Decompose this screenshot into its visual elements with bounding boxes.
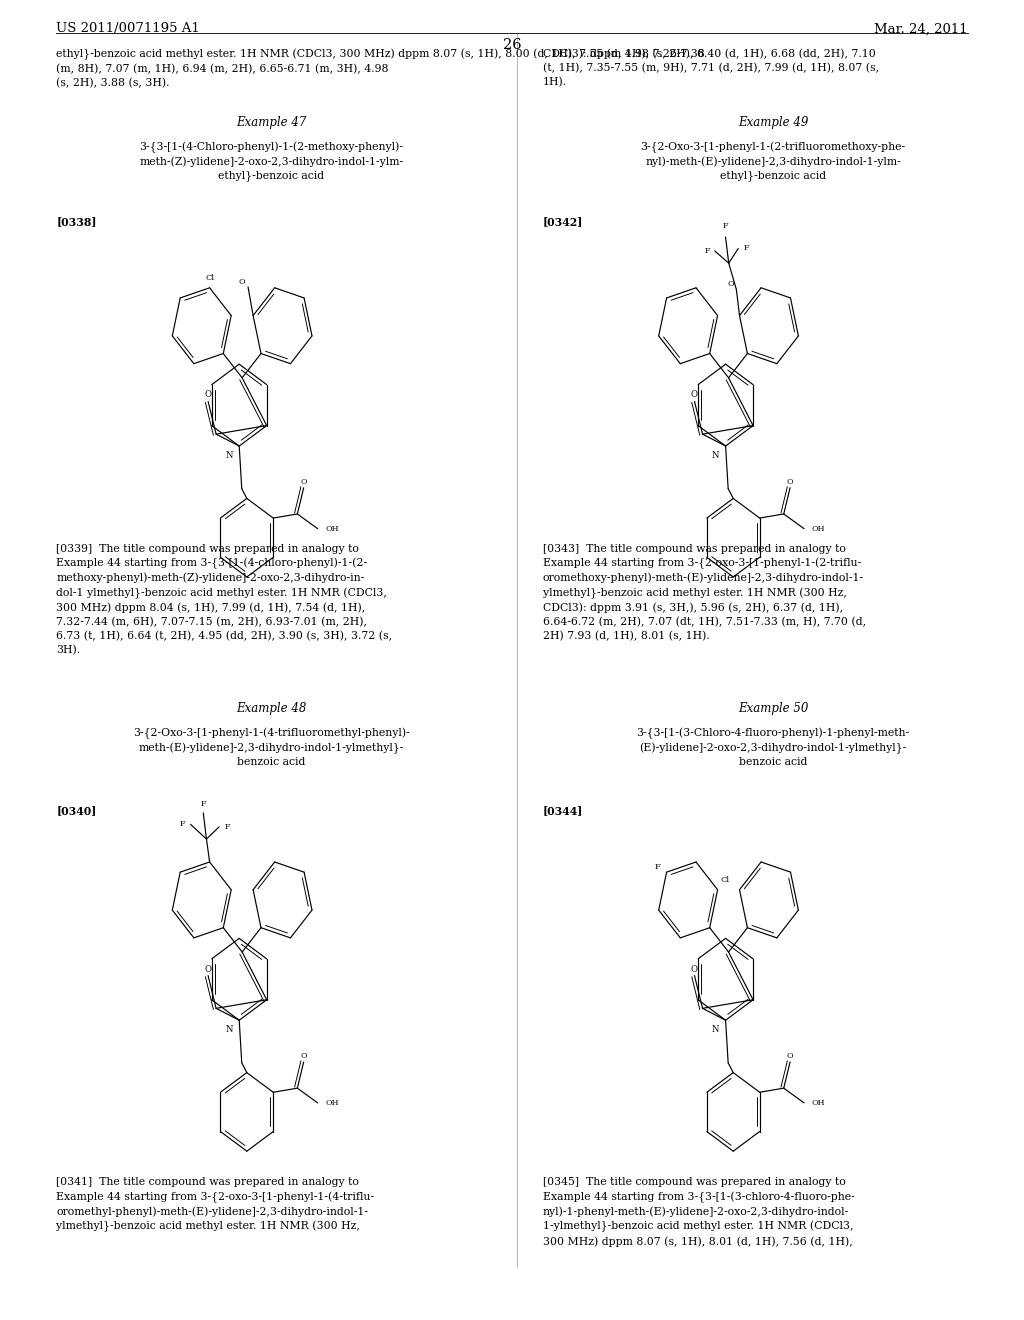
Text: US 2011/0071195 A1: US 2011/0071195 A1 xyxy=(56,22,200,36)
Text: Example 47: Example 47 xyxy=(237,116,306,129)
Text: F: F xyxy=(705,247,710,255)
Text: O: O xyxy=(786,1052,794,1060)
Text: O: O xyxy=(300,1052,307,1060)
Text: [0338]: [0338] xyxy=(56,216,97,227)
Text: OH: OH xyxy=(326,1098,339,1107)
Text: Example 49: Example 49 xyxy=(738,116,808,129)
Text: F: F xyxy=(723,223,728,231)
Text: O: O xyxy=(239,279,246,286)
Text: O: O xyxy=(727,280,734,289)
Text: Example 48: Example 48 xyxy=(237,702,306,715)
Text: Mar. 24, 2011: Mar. 24, 2011 xyxy=(874,22,968,36)
Text: 3-{2-Oxo-3-[1-phenyl-1-(4-trifluoromethyl-phenyl)-
meth-(E)-ylidene]-2,3-dihydro: 3-{2-Oxo-3-[1-phenyl-1-(4-trifluoromethy… xyxy=(133,727,410,767)
Text: [0344]: [0344] xyxy=(543,805,583,816)
Text: OH: OH xyxy=(812,1098,825,1107)
Text: Cl: Cl xyxy=(721,876,730,884)
Text: O: O xyxy=(205,965,212,974)
Text: F: F xyxy=(743,244,749,252)
Text: O: O xyxy=(300,478,307,486)
Text: F: F xyxy=(180,820,185,829)
Text: ethyl}-benzoic acid methyl ester. 1H NMR (CDCl3, 300 MHz) dppm 8.07 (s, 1H), 8.0: ethyl}-benzoic acid methyl ester. 1H NMR… xyxy=(56,49,706,88)
Text: OH: OH xyxy=(326,524,339,533)
Text: 3-{3-[1-(3-Chloro-4-fluoro-phenyl)-1-phenyl-meth-
(E)-ylidene]-2-oxo-2,3-dihydro: 3-{3-[1-(3-Chloro-4-fluoro-phenyl)-1-phe… xyxy=(637,727,909,767)
Text: N: N xyxy=(712,1026,719,1034)
Text: OH: OH xyxy=(812,524,825,533)
Text: [0342]: [0342] xyxy=(543,216,583,227)
Text: [0339]  The title compound was prepared in analogy to
Example 44 starting from 3: [0339] The title compound was prepared i… xyxy=(56,544,392,655)
Text: N: N xyxy=(225,1026,232,1034)
Text: 3-{2-Oxo-3-[1-phenyl-1-(2-trifluoromethoxy-phe-
nyl)-meth-(E)-ylidene]-2,3-dihyd: 3-{2-Oxo-3-[1-phenyl-1-(2-trifluorometho… xyxy=(641,141,905,181)
Text: O: O xyxy=(786,478,794,486)
Text: [0345]  The title compound was prepared in analogy to
Example 44 starting from 3: [0345] The title compound was prepared i… xyxy=(543,1177,854,1246)
Text: O: O xyxy=(205,391,212,400)
Text: 3-{3-[1-(4-Chloro-phenyl)-1-(2-methoxy-phenyl)-
meth-(Z)-ylidene]-2-oxo-2,3-dihy: 3-{3-[1-(4-Chloro-phenyl)-1-(2-methoxy-p… xyxy=(139,141,403,181)
Text: Cl: Cl xyxy=(205,275,214,282)
Text: 26: 26 xyxy=(503,38,521,53)
Text: [0340]: [0340] xyxy=(56,805,96,816)
Text: F: F xyxy=(224,822,229,830)
Text: O: O xyxy=(691,391,698,400)
Text: O: O xyxy=(691,965,698,974)
Text: F: F xyxy=(654,863,660,871)
Text: N: N xyxy=(712,451,719,459)
Text: Example 50: Example 50 xyxy=(738,702,808,715)
Text: [0341]  The title compound was prepared in analogy to
Example 44 starting from 3: [0341] The title compound was prepared i… xyxy=(56,1177,375,1233)
Text: CDCl3): dppm 4.98 (s, 2H), 6.40 (d, 1H), 6.68 (dd, 2H), 7.10
(t, 1H), 7.35-7.55 : CDCl3): dppm 4.98 (s, 2H), 6.40 (d, 1H),… xyxy=(543,49,879,87)
Text: N: N xyxy=(225,451,232,459)
Text: F: F xyxy=(201,800,206,808)
Text: [0343]  The title compound was prepared in analogy to
Example 44 starting from 3: [0343] The title compound was prepared i… xyxy=(543,544,866,642)
